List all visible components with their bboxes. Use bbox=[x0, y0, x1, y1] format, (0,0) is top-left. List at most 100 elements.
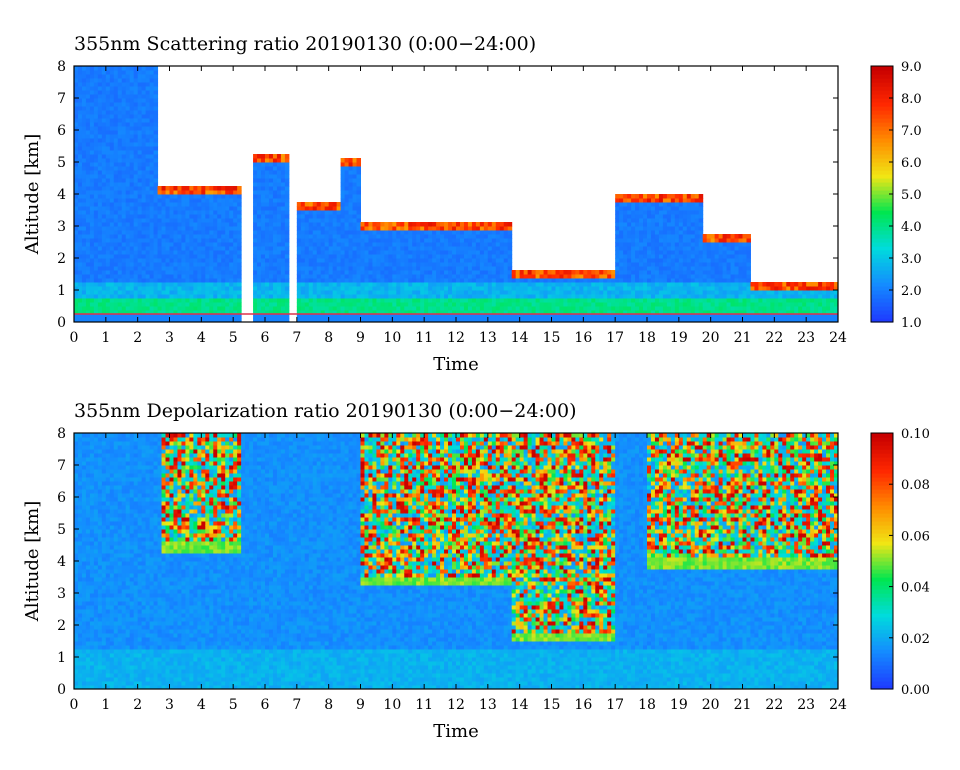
heatmap-cell bbox=[674, 198, 680, 203]
heatmap-cell bbox=[93, 126, 99, 131]
heatmap-cell bbox=[280, 266, 286, 271]
heatmap-cell bbox=[272, 298, 278, 303]
heatmap-cell bbox=[161, 206, 167, 211]
heatmap-cell bbox=[161, 186, 167, 191]
heatmap-cell bbox=[129, 266, 135, 271]
heatmap-cell bbox=[169, 214, 174, 219]
heatmap-cell bbox=[149, 318, 155, 323]
heatmap-cell bbox=[368, 290, 373, 295]
heatmap-cell bbox=[109, 210, 115, 215]
heatmap-cell bbox=[452, 270, 457, 275]
heatmap-cell bbox=[253, 206, 258, 211]
heatmap-cell bbox=[133, 290, 139, 295]
heatmap-cell bbox=[265, 170, 270, 175]
heatmap-cell bbox=[344, 314, 350, 319]
heatmap-cell bbox=[690, 318, 696, 323]
heatmap-cell bbox=[137, 98, 143, 103]
heatmap-cell bbox=[519, 278, 525, 283]
heatmap-cell bbox=[324, 214, 330, 219]
heatmap-cell bbox=[177, 306, 182, 311]
heatmap-cell bbox=[165, 282, 170, 287]
heatmap-cell bbox=[109, 250, 115, 255]
heatmap-cell bbox=[471, 250, 477, 255]
heatmap-cell bbox=[304, 250, 310, 255]
heatmap-cell bbox=[105, 314, 111, 319]
heatmap-cell bbox=[300, 286, 306, 291]
heatmap-cell bbox=[396, 302, 401, 307]
heatmap-cell bbox=[169, 250, 174, 255]
heatmap-cell bbox=[74, 226, 79, 231]
heatmap-cell bbox=[674, 274, 680, 279]
heatmap-cell bbox=[121, 70, 127, 75]
heatmap-cell bbox=[161, 230, 167, 235]
heatmap-cell bbox=[420, 314, 425, 319]
heatmap-cell bbox=[205, 246, 210, 251]
heatmap-cell bbox=[372, 314, 377, 319]
heatmap-cell bbox=[360, 282, 365, 287]
heatmap-cell bbox=[77, 122, 83, 127]
heatmap-cell bbox=[591, 286, 596, 291]
heatmap-cell bbox=[157, 266, 163, 271]
heatmap-cell bbox=[631, 194, 636, 199]
heatmap-cell bbox=[265, 222, 270, 227]
heatmap-cell bbox=[467, 234, 473, 239]
heatmap-cell bbox=[639, 250, 644, 255]
heatmap-cell bbox=[615, 214, 620, 219]
heatmap-cell bbox=[177, 222, 182, 227]
heatmap-cell bbox=[129, 262, 135, 267]
heatmap-cell bbox=[388, 290, 393, 295]
heatmap-cell bbox=[384, 294, 389, 299]
heatmap-cell bbox=[432, 314, 437, 319]
heatmap-cell bbox=[320, 302, 326, 307]
heatmap-cell bbox=[205, 222, 210, 227]
heatmap-cell bbox=[639, 286, 644, 291]
heatmap-cell bbox=[380, 302, 385, 307]
heatmap-cell bbox=[181, 186, 186, 191]
heatmap-cell bbox=[360, 230, 365, 235]
heatmap-cell bbox=[563, 282, 568, 287]
heatmap-cell bbox=[479, 286, 485, 291]
heatmap-cell bbox=[276, 170, 282, 175]
heatmap-cell bbox=[483, 254, 489, 259]
heatmap-cell bbox=[177, 238, 182, 243]
heatmap-cell bbox=[408, 254, 413, 259]
heatmap-scattering bbox=[74, 66, 839, 323]
heatmap-cell bbox=[149, 274, 155, 279]
heatmap-cell bbox=[81, 82, 87, 87]
heatmap-cell bbox=[209, 314, 214, 319]
heatmap-cell bbox=[77, 306, 83, 311]
heatmap-cell bbox=[396, 254, 401, 259]
heatmap-cell bbox=[109, 170, 115, 175]
heatmap-cell bbox=[690, 306, 696, 311]
heatmap-cell bbox=[324, 230, 330, 235]
heatmap-cell bbox=[284, 198, 290, 203]
heatmap-cell bbox=[105, 238, 111, 243]
heatmap-cell bbox=[654, 294, 660, 299]
heatmap-cell bbox=[137, 130, 143, 135]
heatmap-cell bbox=[257, 198, 262, 203]
heatmap-cell bbox=[221, 230, 226, 235]
heatmap-cell bbox=[412, 254, 417, 259]
heatmap-cell bbox=[639, 302, 644, 307]
heatmap-cell bbox=[117, 282, 123, 287]
heatmap-cell bbox=[117, 238, 123, 243]
heatmap-cell bbox=[312, 246, 318, 251]
heatmap-cell bbox=[193, 210, 198, 215]
heatmap-cell bbox=[257, 306, 262, 311]
heatmap-cell bbox=[74, 234, 79, 239]
heatmap-cell bbox=[698, 258, 704, 263]
heatmap-cell bbox=[356, 210, 361, 215]
heatmap-cell bbox=[396, 282, 401, 287]
heatmap-cell bbox=[105, 150, 111, 155]
heatmap-cell bbox=[205, 238, 210, 243]
heatmap-cell bbox=[706, 314, 712, 319]
heatmap-cell bbox=[129, 290, 135, 295]
heatmap-cell bbox=[197, 230, 202, 235]
heatmap-cell bbox=[440, 294, 445, 299]
heatmap-cell bbox=[113, 126, 119, 131]
heatmap-cell bbox=[137, 198, 143, 203]
heatmap-cell bbox=[89, 206, 95, 211]
heatmap-cell bbox=[85, 142, 91, 147]
heatmap-cell bbox=[225, 250, 230, 255]
heatmap-cell bbox=[324, 302, 330, 307]
